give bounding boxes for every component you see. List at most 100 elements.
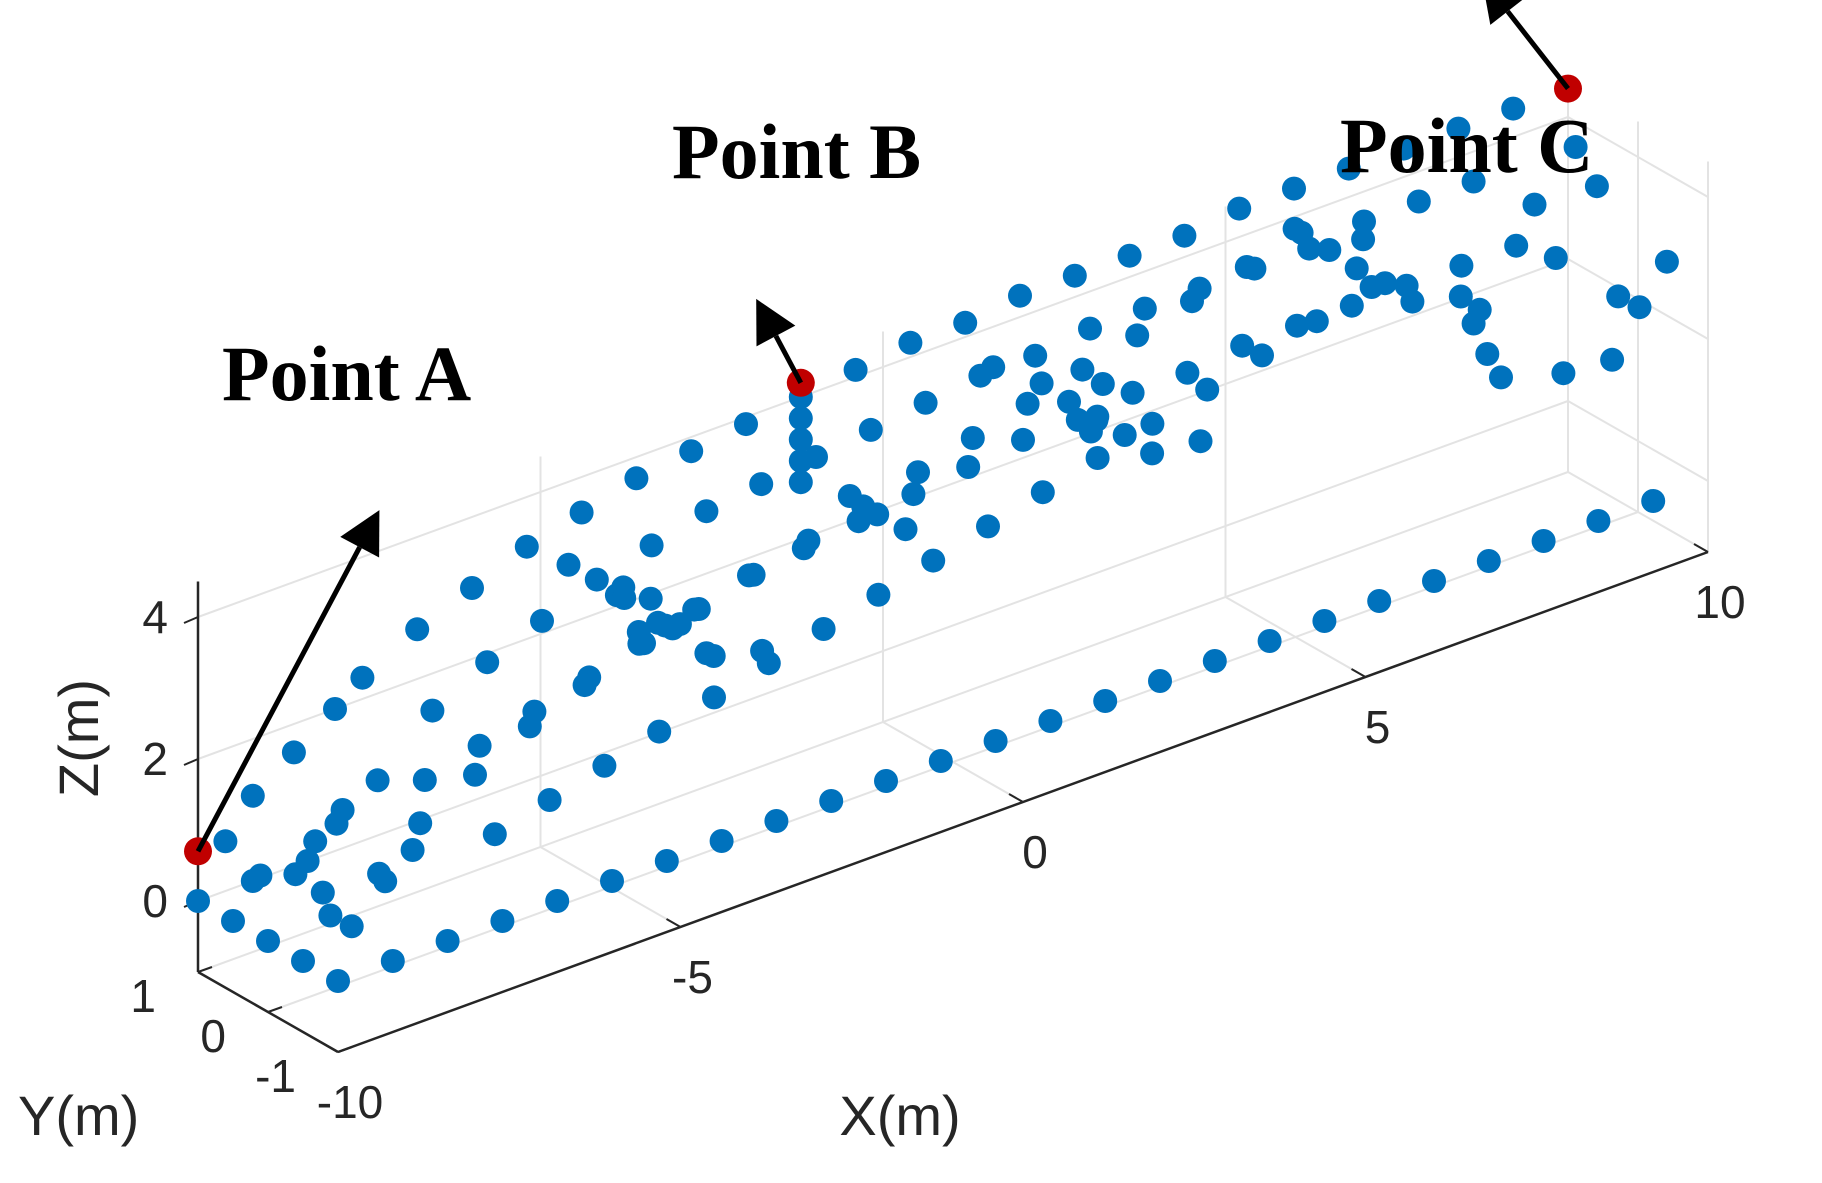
data-point bbox=[1148, 669, 1172, 693]
data-point bbox=[1543, 246, 1568, 270]
data-point bbox=[865, 502, 890, 527]
arrow-head bbox=[756, 298, 796, 347]
data-point bbox=[1195, 377, 1220, 402]
data-point bbox=[221, 909, 245, 933]
data-point bbox=[788, 427, 813, 452]
data-point bbox=[837, 484, 862, 508]
z-tick-label: 0 bbox=[142, 875, 168, 927]
data-point bbox=[324, 811, 349, 836]
data-point bbox=[1475, 342, 1500, 366]
data-point bbox=[1551, 361, 1576, 386]
data-point bbox=[1057, 389, 1081, 414]
y-tick-label: -1 bbox=[255, 1050, 296, 1102]
y-tick-mark bbox=[337, 1046, 353, 1053]
data-point bbox=[339, 914, 364, 939]
annotation-point-b: Point B bbox=[672, 108, 921, 195]
x-tick-mark bbox=[1693, 543, 1709, 553]
data-point bbox=[953, 310, 978, 335]
data-point bbox=[788, 470, 813, 495]
data-point bbox=[709, 829, 734, 853]
data-point bbox=[968, 363, 993, 388]
data-point bbox=[1394, 273, 1419, 298]
data-point bbox=[482, 822, 507, 847]
arrow-shaft bbox=[195, 546, 362, 853]
data-point bbox=[213, 829, 238, 854]
data-point bbox=[408, 811, 433, 836]
data-point bbox=[1140, 441, 1165, 466]
data-point bbox=[467, 733, 492, 758]
data-point bbox=[256, 929, 280, 953]
data-point bbox=[1352, 209, 1376, 234]
data-point bbox=[1344, 256, 1369, 281]
arrow-shaft bbox=[773, 334, 804, 384]
data-point bbox=[1446, 116, 1471, 141]
data-point bbox=[1282, 176, 1306, 201]
grid-line bbox=[1567, 116, 1709, 198]
data-point bbox=[463, 762, 487, 787]
data-point bbox=[647, 719, 672, 744]
data-point bbox=[1015, 391, 1040, 416]
data-point bbox=[1336, 156, 1361, 181]
x-tick-label: 0 bbox=[1022, 826, 1048, 878]
data-point bbox=[1297, 236, 1322, 261]
data-point bbox=[1367, 589, 1392, 613]
data-point bbox=[1489, 365, 1513, 390]
x-axis-label: X(m) bbox=[839, 1084, 960, 1147]
y-tick-mark bbox=[197, 966, 213, 973]
data-point bbox=[1584, 174, 1609, 199]
z-tick-label: 4 bbox=[142, 591, 168, 643]
data-point bbox=[1117, 243, 1142, 268]
data-point bbox=[1257, 629, 1282, 653]
data-point bbox=[1406, 189, 1431, 214]
annotation-arrows bbox=[195, 0, 1570, 853]
data-point bbox=[804, 445, 828, 469]
data-point bbox=[186, 889, 210, 913]
data-point bbox=[592, 753, 617, 778]
data-point bbox=[682, 597, 707, 622]
data-point bbox=[1654, 249, 1679, 274]
data-point bbox=[1563, 135, 1588, 159]
grid-line bbox=[197, 116, 1569, 618]
data-point bbox=[764, 809, 789, 833]
data-point bbox=[569, 500, 594, 525]
data-point bbox=[240, 783, 265, 808]
x-tick-label: 10 bbox=[1694, 576, 1745, 628]
data-point bbox=[556, 552, 581, 577]
data-point bbox=[1461, 169, 1486, 194]
data-point bbox=[749, 472, 774, 497]
data-point bbox=[1202, 649, 1227, 673]
data-point bbox=[1120, 380, 1145, 405]
data-point bbox=[1070, 357, 1095, 382]
grid-line bbox=[1567, 400, 1709, 482]
data-point bbox=[750, 638, 775, 663]
arrow-shaft bbox=[1505, 9, 1570, 91]
data-point bbox=[326, 969, 350, 993]
x-tick-label: -5 bbox=[672, 951, 713, 1003]
data-point bbox=[1175, 360, 1200, 385]
x-tick-mark bbox=[1008, 793, 1024, 803]
data-point bbox=[412, 768, 437, 792]
data-point bbox=[405, 617, 430, 642]
arrow-head bbox=[340, 510, 380, 558]
data-point bbox=[921, 548, 946, 573]
data-point bbox=[281, 740, 306, 765]
grid-line bbox=[197, 471, 1569, 973]
data-point bbox=[701, 644, 726, 668]
data-point bbox=[572, 673, 597, 698]
data-point bbox=[960, 426, 985, 450]
data-point bbox=[1317, 238, 1342, 262]
data-point bbox=[1062, 263, 1087, 288]
data-point bbox=[584, 567, 609, 592]
data-point bbox=[811, 617, 836, 641]
data-point bbox=[490, 909, 515, 933]
data-point bbox=[638, 586, 663, 611]
data-point bbox=[791, 536, 816, 561]
data-point bbox=[291, 949, 315, 973]
data-point bbox=[1065, 407, 1090, 432]
data-point bbox=[1230, 333, 1255, 358]
data-point bbox=[1391, 136, 1416, 161]
data-point bbox=[901, 482, 926, 507]
data-point bbox=[913, 390, 938, 415]
